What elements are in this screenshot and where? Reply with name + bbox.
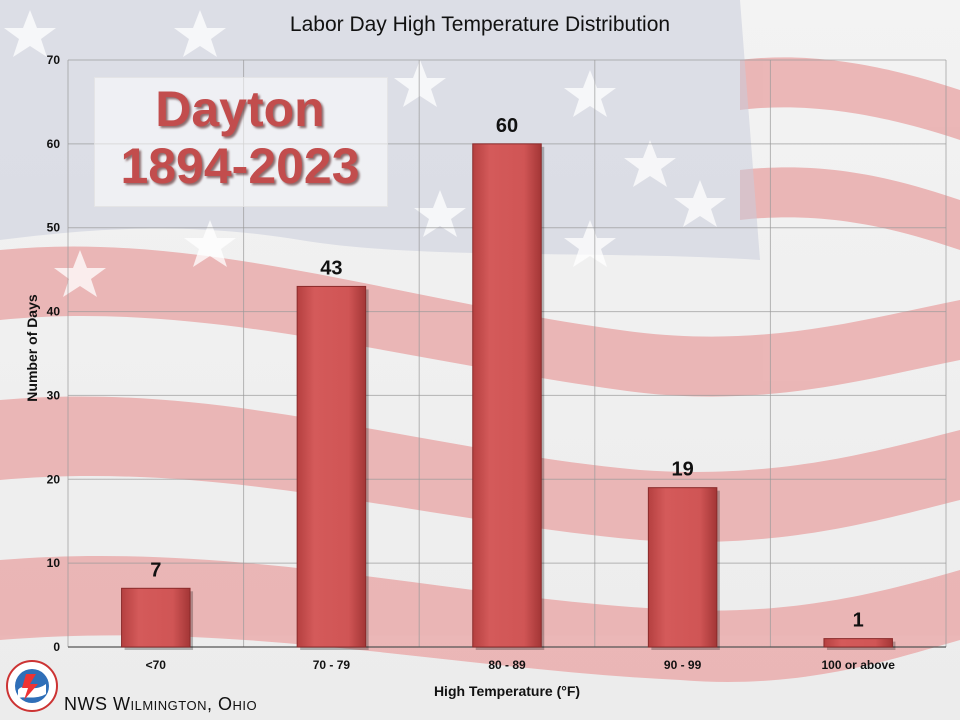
x-tick-label: 90 - 99: [664, 658, 702, 672]
y-tick-label: 70: [47, 53, 61, 67]
x-axis-label: High Temperature (°F): [433, 683, 581, 699]
y-tick-label: 0: [53, 640, 60, 654]
chart-title: Labor Day High Temperature Distribution: [289, 13, 671, 36]
data-label: 43: [320, 257, 342, 279]
y-axis-label: Number of Days: [24, 294, 40, 402]
data-label: 7: [150, 559, 161, 581]
annotation-city: Dayton: [155, 81, 325, 137]
bar: [472, 143, 542, 648]
data-label: 60: [496, 115, 518, 137]
data-label: 1: [853, 610, 864, 632]
nws-logo-icon: [6, 660, 58, 712]
data-labels: 7 43 60 19 1: [150, 115, 864, 632]
bar: [121, 587, 191, 648]
x-tick-label: 70 - 79: [313, 658, 351, 672]
y-tick-label: 10: [47, 556, 61, 570]
bar: [296, 285, 367, 648]
y-tick-label: 20: [47, 472, 61, 486]
footer-credit: NWS Wilmington, Ohio: [64, 694, 258, 714]
annotation-years: 1894-2023: [120, 138, 360, 194]
x-tick-label: 100 or above: [822, 658, 896, 672]
bars: [121, 143, 896, 650]
y-tick-label: 60: [47, 137, 61, 151]
y-tick-label: 50: [47, 221, 61, 235]
data-label: 19: [671, 459, 693, 481]
y-tick-label: 40: [47, 305, 61, 319]
bar: [823, 638, 893, 648]
x-tick-label: <70: [146, 658, 167, 672]
bar: [647, 487, 718, 648]
annotation-box: [94, 77, 388, 207]
tick-labels: 0 10 20 30 40 50 60 70 <70 70 - 79 80 - 89 90 - 99 1…: [47, 53, 896, 672]
y-tick-label: 30: [47, 388, 61, 402]
x-tick-label: 80 - 89: [488, 658, 526, 672]
